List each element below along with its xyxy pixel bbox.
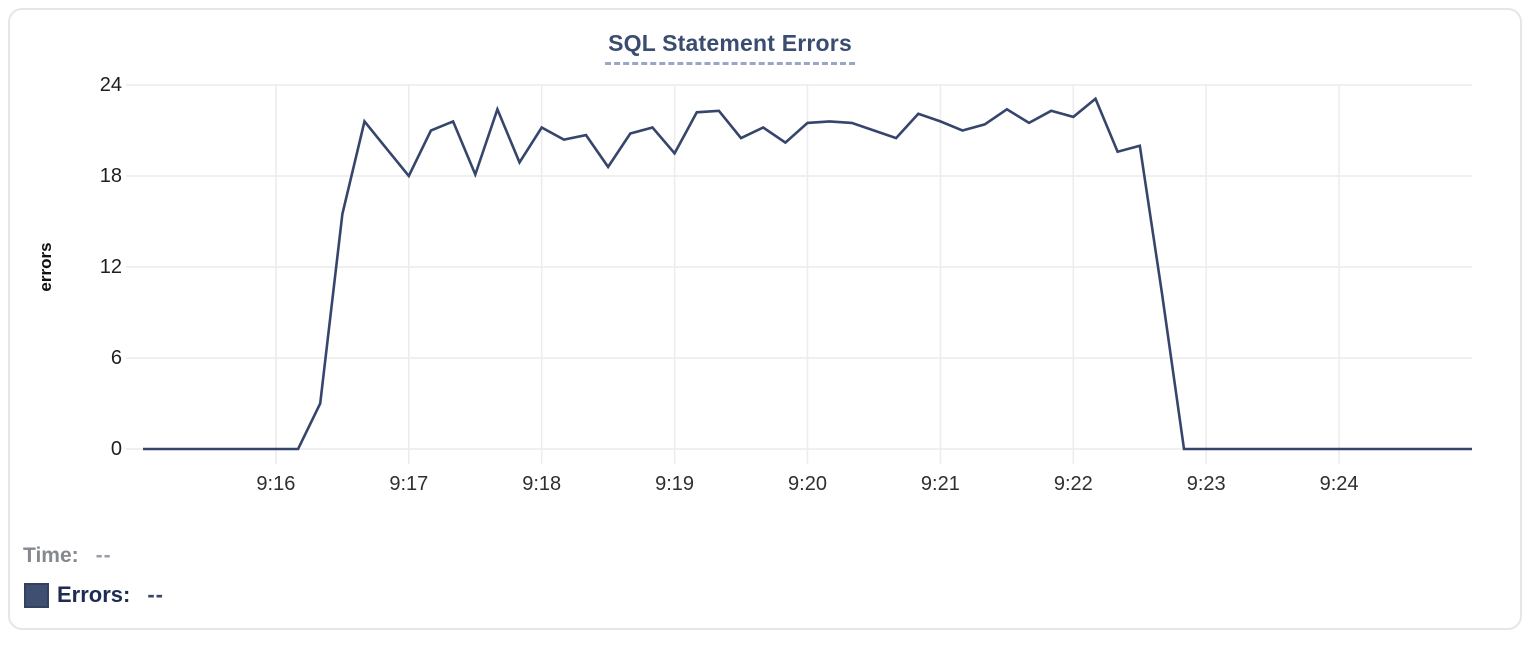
y-tick-label: 24 <box>99 74 122 96</box>
x-tick-label: 9:23 <box>1186 473 1226 495</box>
y-tick-label: 12 <box>99 256 122 278</box>
x-tick-label: 9:16 <box>256 473 296 495</box>
x-tick-label: 9:21 <box>920 473 960 495</box>
legend-errors-row: Errors: -- <box>24 582 164 608</box>
x-tick-label: 9:20 <box>788 473 827 495</box>
errors-series-swatch <box>24 582 49 608</box>
x-tick-label: 9:19 <box>655 473 695 495</box>
x-tick-label: 9:22 <box>1053 473 1093 495</box>
chart-card <box>8 8 1522 630</box>
y-tick-label: 18 <box>99 165 122 187</box>
x-tick-label: 9:18 <box>522 473 562 495</box>
x-tick-label: 9:17 <box>389 473 429 495</box>
errors-series-line <box>143 96 1472 451</box>
y-tick-label: 6 <box>110 347 122 369</box>
x-tick-label: 9:24 <box>1319 473 1359 495</box>
chart-title[interactable]: SQL Statement Errors <box>605 30 855 65</box>
tooltip-time-label: Time: <box>23 544 79 567</box>
tooltip-time-row: Time: -- <box>23 544 112 568</box>
y-tick-label: 0 <box>110 438 122 460</box>
tooltip-time-value: -- <box>95 544 112 567</box>
legend-errors-label: Errors: <box>57 582 131 607</box>
legend-errors-value: -- <box>147 582 165 607</box>
y-axis-label: errors <box>36 242 55 292</box>
